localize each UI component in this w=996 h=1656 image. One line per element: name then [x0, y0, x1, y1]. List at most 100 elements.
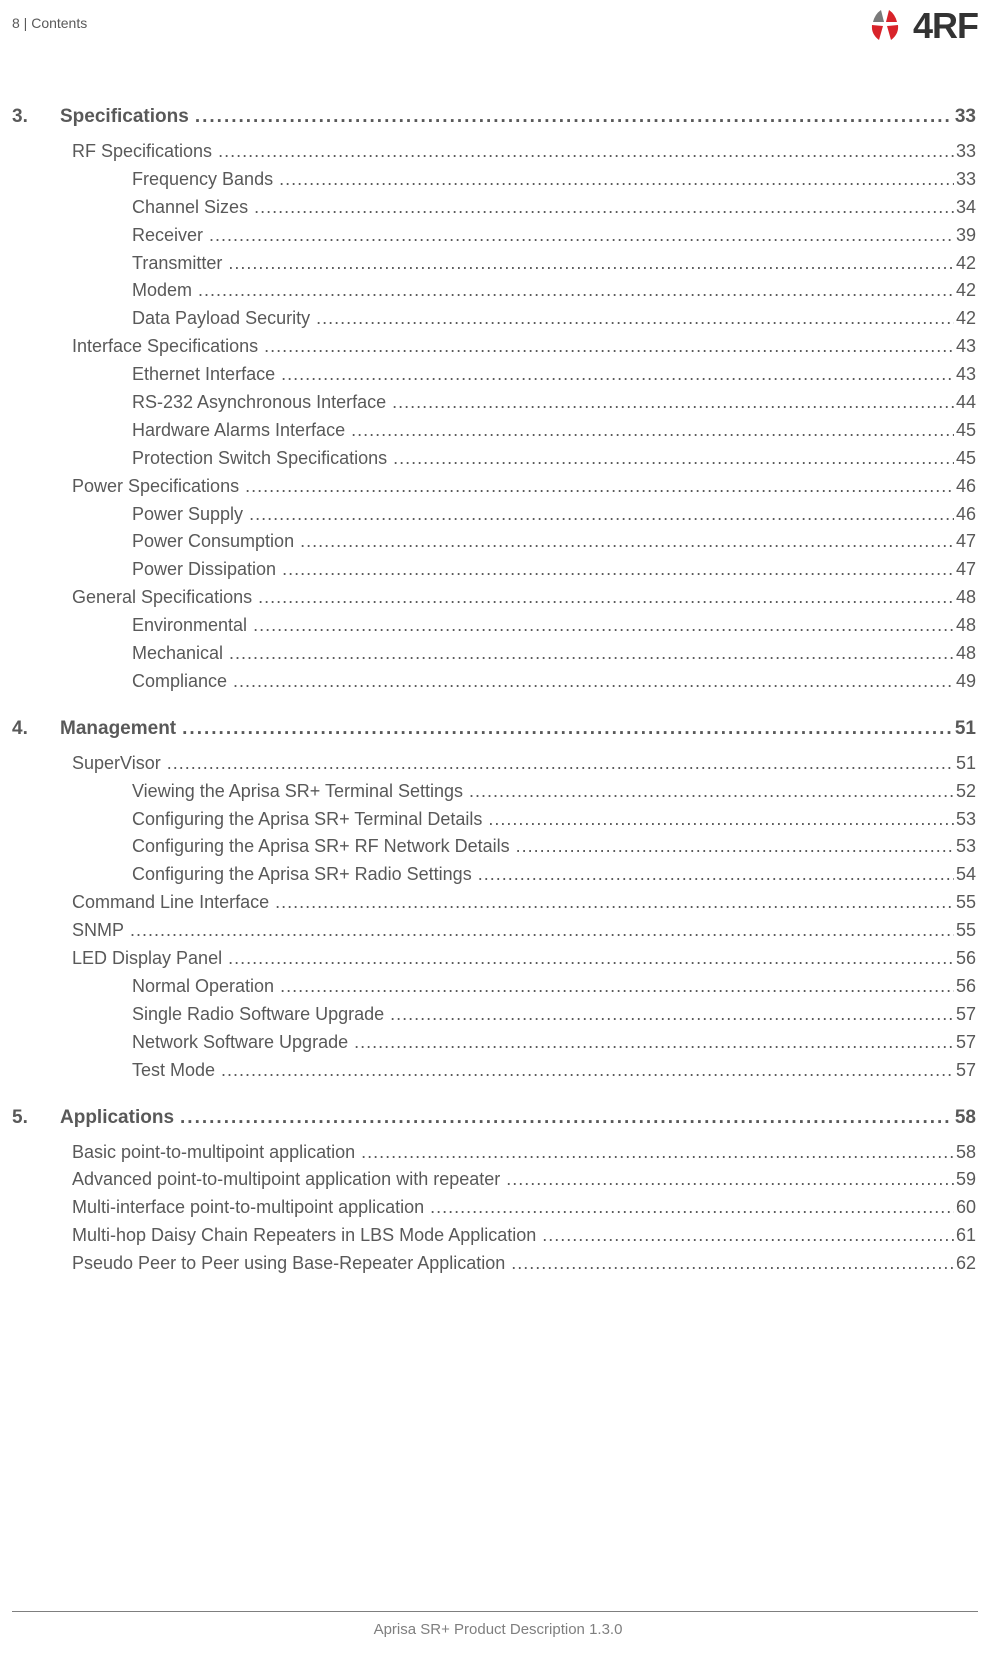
toc-entry-l1: Advanced point-to-multipoint application… — [12, 1166, 976, 1194]
toc-entry-l2: Channel Sizes...........................… — [12, 194, 976, 222]
footer-rule — [12, 1611, 978, 1612]
toc-entry-l2: Data Payload Security...................… — [12, 305, 976, 333]
dot-leader: ........................................… — [227, 668, 954, 696]
dot-leader: ........................................… — [212, 138, 954, 166]
toc-entry-l1: General Specifications..................… — [12, 584, 976, 612]
page-footer: Aprisa SR+ Product Description 1.3.0 — [0, 1621, 996, 1638]
dot-leader: ........................................… — [536, 1222, 954, 1250]
entry-page: 33 — [954, 138, 976, 166]
entry-page: 49 — [954, 668, 976, 696]
toc-entry-l2: Test Mode...............................… — [12, 1057, 976, 1085]
dot-leader: ........................................… — [174, 1107, 951, 1129]
toc-entry-l2: Hardware Alarms Interface...............… — [12, 417, 976, 445]
entry-page: 57 — [954, 1057, 976, 1085]
dot-leader: ........................................… — [482, 806, 954, 834]
toc-entry-l2: Configuring the Aprisa SR+ Radio Setting… — [12, 861, 976, 889]
entry-page: 43 — [954, 361, 976, 389]
dot-leader: ........................................… — [348, 1029, 954, 1057]
toc-entry-l2: Modem...................................… — [12, 277, 976, 305]
logo-text: 4RF — [913, 8, 978, 44]
dot-leader: ........................................… — [252, 584, 954, 612]
dot-leader: ........................................… — [276, 556, 954, 584]
toc-entry-l1: Pseudo Peer to Peer using Base-Repeater … — [12, 1250, 976, 1278]
dot-leader: ........................................… — [345, 417, 954, 445]
entry-page: 55 — [954, 917, 976, 945]
toc-entry-l1: Interface Specifications................… — [12, 333, 976, 361]
toc-chapter: 4.Management............................… — [12, 718, 976, 1085]
entry-page: 48 — [954, 612, 976, 640]
entry-title: Power Dissipation — [132, 556, 276, 584]
entry-title: Ethernet Interface — [132, 361, 275, 389]
entry-page: 34 — [954, 194, 976, 222]
dot-leader: ........................................… — [239, 473, 954, 501]
dot-leader: ........................................… — [386, 389, 954, 417]
toc-entry-l2: Compliance..............................… — [12, 668, 976, 696]
dot-leader: ........................................… — [355, 1139, 954, 1167]
entry-title: RF Specifications — [72, 138, 212, 166]
chapter-title: Management — [60, 718, 176, 740]
dot-leader: ........................................… — [223, 640, 954, 668]
dot-leader: ........................................… — [500, 1166, 954, 1194]
entry-title: Configuring the Aprisa SR+ RF Network De… — [132, 833, 510, 861]
document-page: 8 | Contents 4RF 3.Specifications.......… — [0, 0, 996, 1656]
chapter-title: Applications — [60, 1107, 174, 1129]
chapter-number: 3. — [12, 106, 60, 128]
dot-leader: ........................................… — [505, 1250, 954, 1278]
entry-title: Environmental — [132, 612, 247, 640]
toc-entry-l1: Power Specifications....................… — [12, 473, 976, 501]
entry-page: 46 — [954, 473, 976, 501]
entry-title: SNMP — [72, 917, 124, 945]
toc-entry-l2: Power Consumption.......................… — [12, 528, 976, 556]
entry-title: Mechanical — [132, 640, 223, 668]
dot-leader: ........................................… — [203, 222, 954, 250]
entry-title: Data Payload Security — [132, 305, 310, 333]
entry-title: Compliance — [132, 668, 227, 696]
toc-entry-l2: Protection Switch Specifications........… — [12, 445, 976, 473]
entry-page: 47 — [954, 556, 976, 584]
toc-entry-l2: Environmental...........................… — [12, 612, 976, 640]
dot-leader: ........................................… — [243, 501, 954, 529]
toc-entry-l2: Receiver................................… — [12, 222, 976, 250]
entry-page: 48 — [954, 640, 976, 668]
dot-leader: ........................................… — [124, 917, 954, 945]
entry-page: 61 — [954, 1222, 976, 1250]
toc-chapter: 5.Applications..........................… — [12, 1107, 976, 1278]
entry-page: 42 — [954, 250, 976, 278]
toc-entry-l2: Configuring the Aprisa SR+ RF Network De… — [12, 833, 976, 861]
toc-entry-l1: RF Specifications.......................… — [12, 138, 976, 166]
dot-leader: ........................................… — [424, 1194, 954, 1222]
entry-title: Power Consumption — [132, 528, 294, 556]
dot-leader: ........................................… — [310, 305, 954, 333]
entry-title: Multi-hop Daisy Chain Repeaters in LBS M… — [72, 1222, 536, 1250]
entry-page: 45 — [954, 417, 976, 445]
toc-entry-l2: Network Software Upgrade................… — [12, 1029, 976, 1057]
dot-leader: ........................................… — [215, 1057, 954, 1085]
toc-entry-l2: Mechanical..............................… — [12, 640, 976, 668]
dot-leader: ........................................… — [176, 718, 951, 740]
dot-leader: ........................................… — [387, 445, 954, 473]
toc-entry-l2: Transmitter.............................… — [12, 250, 976, 278]
logo-dot-4 — [887, 25, 898, 40]
dot-leader: ........................................… — [269, 889, 954, 917]
logo-dot-1 — [873, 10, 884, 22]
header-text: 8 | Contents — [12, 15, 87, 31]
toc-entry-l1: SNMP....................................… — [12, 917, 976, 945]
entry-page: 58 — [954, 1139, 976, 1167]
entry-page: 43 — [954, 333, 976, 361]
dot-leader: ........................................… — [275, 361, 954, 389]
entry-page: 59 — [954, 1166, 976, 1194]
entry-page: 33 — [954, 166, 976, 194]
toc-entry-l1: Basic point-to-multipoint application...… — [12, 1139, 976, 1167]
logo-dot-2 — [886, 10, 897, 22]
entry-title: SuperVisor — [72, 750, 161, 778]
entry-page: 62 — [954, 1250, 976, 1278]
entry-title: Modem — [132, 277, 192, 305]
toc-entry-l2: Power Dissipation.......................… — [12, 556, 976, 584]
dot-leader: ........................................… — [274, 973, 954, 1001]
entry-title: Basic point-to-multipoint application — [72, 1139, 355, 1167]
chapter-page: 58 — [951, 1107, 976, 1129]
footer-text: Aprisa SR+ Product Description 1.3.0 — [374, 1621, 623, 1638]
page-header: 8 | Contents — [12, 15, 87, 31]
dot-leader: ........................................… — [222, 945, 954, 973]
entry-title: Normal Operation — [132, 973, 274, 1001]
